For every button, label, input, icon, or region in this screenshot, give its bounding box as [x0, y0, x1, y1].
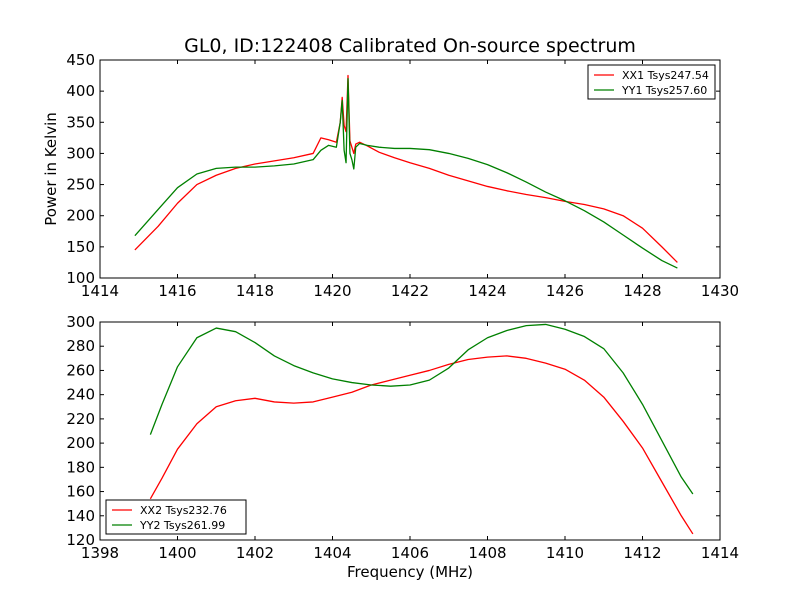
x-tick-label: 1426: [546, 282, 584, 300]
y-tick-label: 250: [66, 176, 95, 194]
legend: XX1 Tsys247.54 YY1 Tsys257.60: [587, 64, 716, 100]
series-line-green: [149, 323, 694, 495]
y-tick-label: 260: [66, 361, 95, 379]
x-tick-label: 1412: [623, 544, 661, 562]
chart-title: GL0, ID:122408 Calibrated On-source spec…: [184, 35, 636, 57]
legend-label: XX2 Tsys232.76: [140, 504, 227, 517]
y-tick-label: 140: [66, 507, 95, 525]
subplot-2: 1398 1400 1402 1404 1406 1408 1410 1412 1414 120 1…: [66, 313, 739, 581]
y-tick-label: 180: [66, 458, 95, 476]
y-axis-label: Power in Kelvin: [42, 112, 60, 226]
x-tick-label: 1414: [701, 544, 739, 562]
y-tick-label: 350: [66, 113, 95, 131]
y-tick-label: 280: [66, 337, 95, 355]
x-tick-label: 1402: [236, 544, 274, 562]
y-tick-label: 100: [66, 269, 95, 287]
x-tick-label: 1428: [623, 282, 661, 300]
x-tick-label: 1416: [158, 282, 196, 300]
legend-box: [105, 499, 247, 535]
x-tick-label: 1422: [391, 282, 429, 300]
legend-label: YY2 Tsys261.99: [139, 519, 225, 532]
y-tick-label: 300: [66, 313, 95, 331]
y-tick-label: 200: [66, 434, 95, 452]
y-tick-label: 450: [66, 51, 95, 69]
x-tick-label: 1398: [81, 544, 119, 562]
series-line-red: [149, 355, 694, 535]
legend-label: YY1 Tsys257.60: [621, 84, 707, 97]
y-tick-label: 120: [66, 531, 95, 549]
x-tick-label: 1400: [158, 544, 196, 562]
y-tick-label: 300: [66, 144, 95, 162]
x-tick-label: 1414: [81, 282, 119, 300]
y-tick-label: 240: [66, 386, 95, 404]
x-tick-label: 1410: [546, 544, 584, 562]
y-tick-label: 160: [66, 483, 95, 501]
legend-box: [587, 64, 716, 100]
x-tick-label: 1418: [236, 282, 274, 300]
y-tick-label: 200: [66, 207, 95, 225]
x-tick-label: 1406: [391, 544, 429, 562]
series-line-red: [134, 74, 678, 263]
subplot-1: 1414 1416 1418 1420 1422 1424 1426 1428 1430 100 1…: [42, 35, 739, 300]
x-axis-label: Frequency (MHz): [347, 563, 473, 581]
x-tick-label: 1424: [468, 282, 506, 300]
legend: XX2 Tsys232.76 YY2 Tsys261.99: [105, 499, 247, 535]
y-tick-label: 220: [66, 410, 95, 428]
x-tick-label: 1408: [468, 544, 506, 562]
series-line-green: [134, 78, 678, 269]
y-tick-label: 400: [66, 82, 95, 100]
x-tick-label: 1404: [313, 544, 351, 562]
x-tick-label: 1430: [701, 282, 739, 300]
y-tick-label: 150: [66, 238, 95, 256]
x-tick-label: 1420: [313, 282, 351, 300]
legend-label: XX1 Tsys247.54: [622, 69, 709, 82]
